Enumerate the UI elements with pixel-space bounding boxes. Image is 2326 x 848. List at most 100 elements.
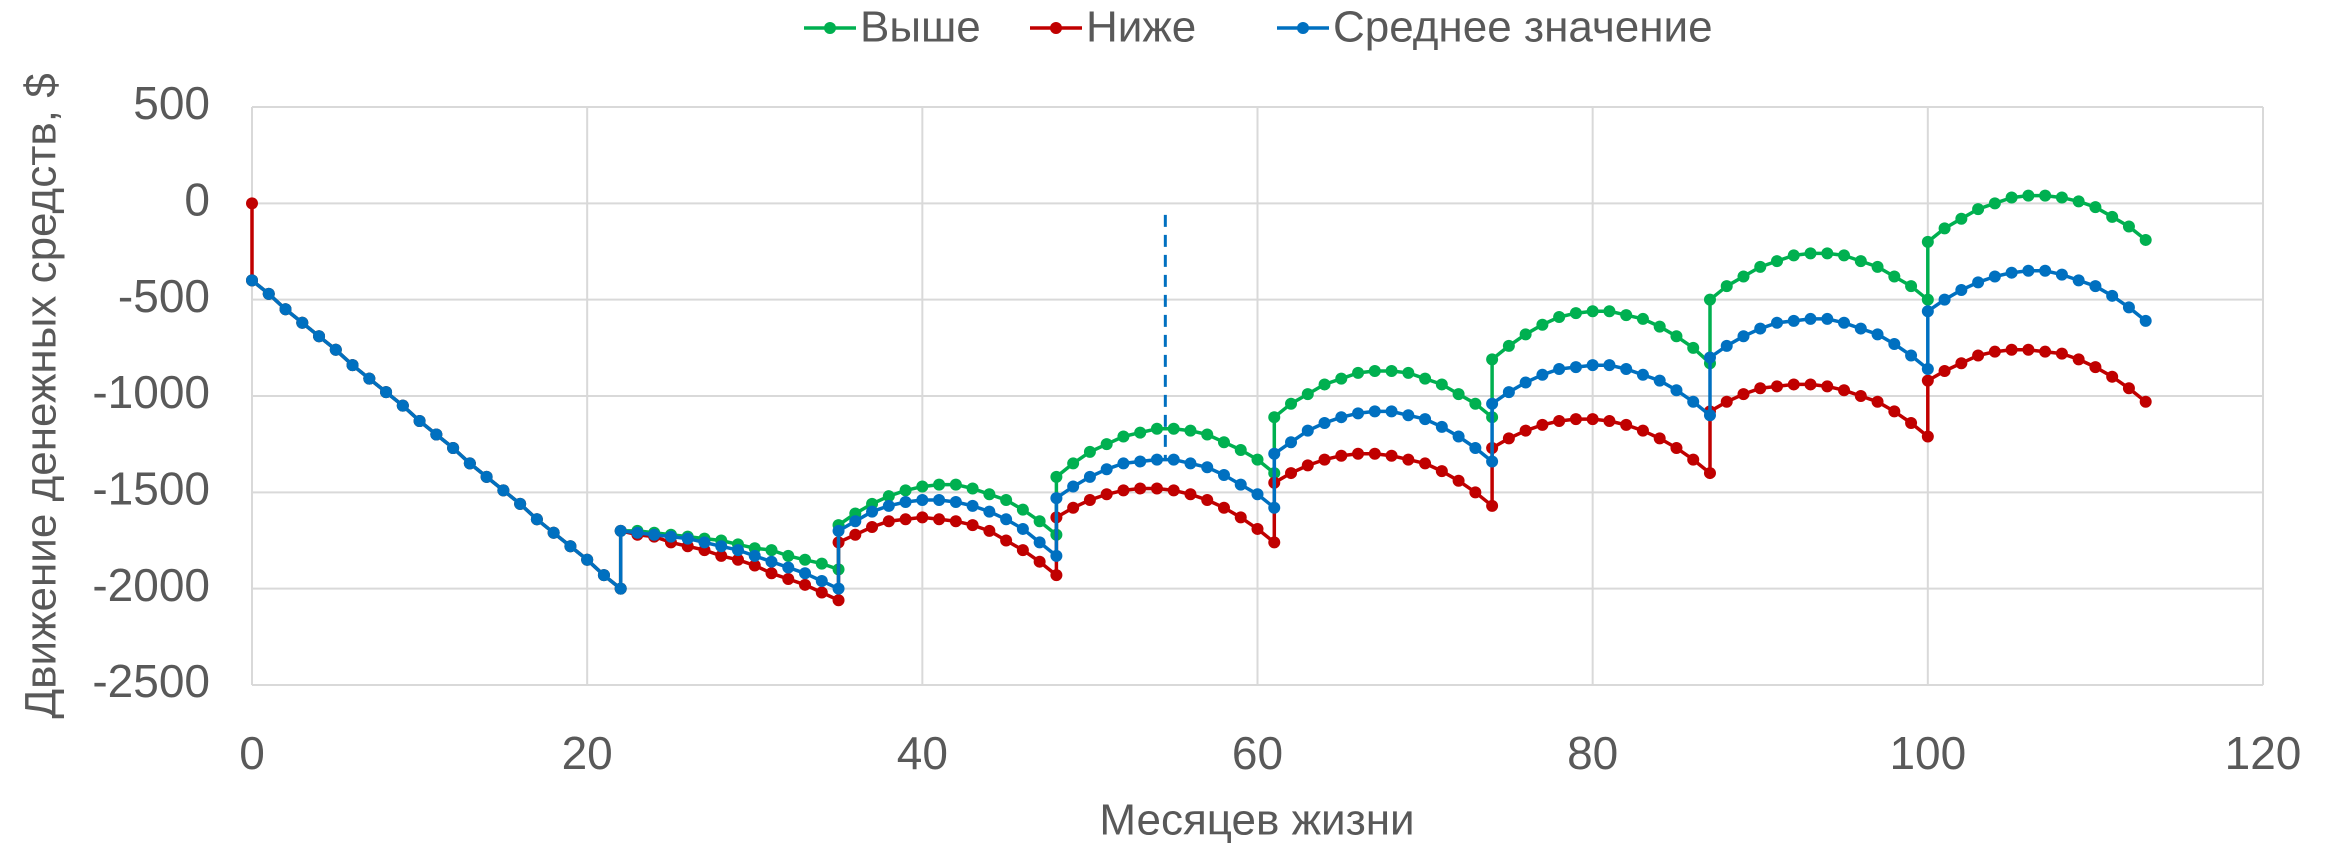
data-point xyxy=(1452,474,1465,487)
data-point xyxy=(1687,395,1700,408)
legend-label: Ниже xyxy=(1086,3,1196,52)
data-point xyxy=(1670,384,1683,397)
legend-label: Выше xyxy=(860,3,981,52)
y-tick-label: -2000 xyxy=(92,559,210,611)
data-point xyxy=(1352,447,1365,460)
data-point xyxy=(1720,339,1733,352)
legend-label: Среднее значение xyxy=(1333,3,1713,52)
data-point xyxy=(1569,361,1582,374)
data-point xyxy=(849,528,862,541)
data-point xyxy=(1486,455,1499,468)
x-tick-label: 80 xyxy=(1567,727,1618,779)
data-point xyxy=(648,528,661,541)
data-point xyxy=(447,442,460,455)
data-point xyxy=(1720,280,1733,293)
data-point xyxy=(1804,312,1817,325)
data-point xyxy=(1754,322,1767,335)
data-point xyxy=(765,544,778,557)
data-point xyxy=(1201,428,1214,441)
data-point xyxy=(1603,415,1616,428)
x-tick-label: 40 xyxy=(897,727,948,779)
data-point xyxy=(1368,447,1381,460)
data-point xyxy=(1586,413,1599,426)
data-point xyxy=(1385,405,1398,418)
data-point xyxy=(1938,222,1951,235)
data-point xyxy=(1100,438,1113,451)
data-point xyxy=(1502,386,1515,399)
data-point xyxy=(1234,443,1247,456)
data-point xyxy=(2005,191,2018,204)
data-point xyxy=(2039,264,2052,277)
data-point xyxy=(1419,413,1432,426)
data-point xyxy=(933,513,946,526)
data-point xyxy=(882,490,895,503)
data-point xyxy=(832,582,845,595)
data-point xyxy=(782,549,795,562)
data-point xyxy=(1201,494,1214,507)
data-point xyxy=(1921,235,1934,248)
data-point xyxy=(1335,411,1348,424)
y-tick-label: -1500 xyxy=(92,462,210,514)
data-point xyxy=(1402,453,1415,466)
data-point xyxy=(1050,470,1063,483)
data-point xyxy=(715,549,728,562)
data-point xyxy=(1938,364,1951,377)
data-point xyxy=(1553,311,1566,324)
x-tick-label: 120 xyxy=(2225,727,2302,779)
data-point xyxy=(949,495,962,508)
data-point xyxy=(1771,380,1784,393)
data-point xyxy=(731,544,744,557)
data-point xyxy=(1838,249,1851,262)
data-point xyxy=(1117,457,1130,470)
data-point xyxy=(1067,457,1080,470)
data-point xyxy=(1955,212,1968,225)
data-point xyxy=(1402,366,1415,379)
data-point xyxy=(1385,449,1398,462)
data-point xyxy=(363,372,376,385)
data-point xyxy=(866,505,879,518)
data-point xyxy=(1318,378,1331,391)
data-point xyxy=(1854,255,1867,268)
data-point xyxy=(2139,395,2152,408)
data-point xyxy=(396,399,409,412)
data-point xyxy=(1469,397,1482,410)
data-point xyxy=(1452,430,1465,443)
data-point xyxy=(1184,457,1197,470)
data-point xyxy=(1636,424,1649,437)
data-point xyxy=(799,553,812,566)
data-point xyxy=(1888,270,1901,283)
data-point xyxy=(430,428,443,441)
data-point xyxy=(715,540,728,553)
data-point xyxy=(2106,289,2119,302)
series-line xyxy=(250,269,2147,591)
data-point xyxy=(1938,293,1951,306)
data-point xyxy=(1184,424,1197,437)
data-point xyxy=(1167,422,1180,435)
data-point xyxy=(2022,343,2035,356)
data-point xyxy=(246,274,258,287)
data-point xyxy=(1703,351,1716,364)
data-point xyxy=(1234,511,1247,524)
data-point xyxy=(313,330,326,343)
data-point xyxy=(497,484,510,497)
data-point xyxy=(815,574,828,587)
data-point xyxy=(1670,442,1683,455)
y-tick-label: -2500 xyxy=(92,655,210,707)
data-point xyxy=(1268,536,1281,549)
data-point xyxy=(1787,314,1800,327)
data-point xyxy=(1268,411,1281,424)
data-point xyxy=(581,553,594,566)
data-point xyxy=(681,532,694,545)
data-point xyxy=(1301,459,1314,472)
data-point xyxy=(1854,390,1867,402)
data-point xyxy=(1033,555,1046,568)
y-tick-label: 0 xyxy=(184,173,210,225)
data-point xyxy=(899,495,912,508)
data-point xyxy=(899,513,912,526)
data-point xyxy=(815,586,828,599)
data-point xyxy=(1972,276,1985,289)
data-point xyxy=(1452,388,1465,401)
data-point xyxy=(949,478,962,491)
data-point xyxy=(1620,309,1633,322)
legend-marker xyxy=(1050,22,1062,34)
